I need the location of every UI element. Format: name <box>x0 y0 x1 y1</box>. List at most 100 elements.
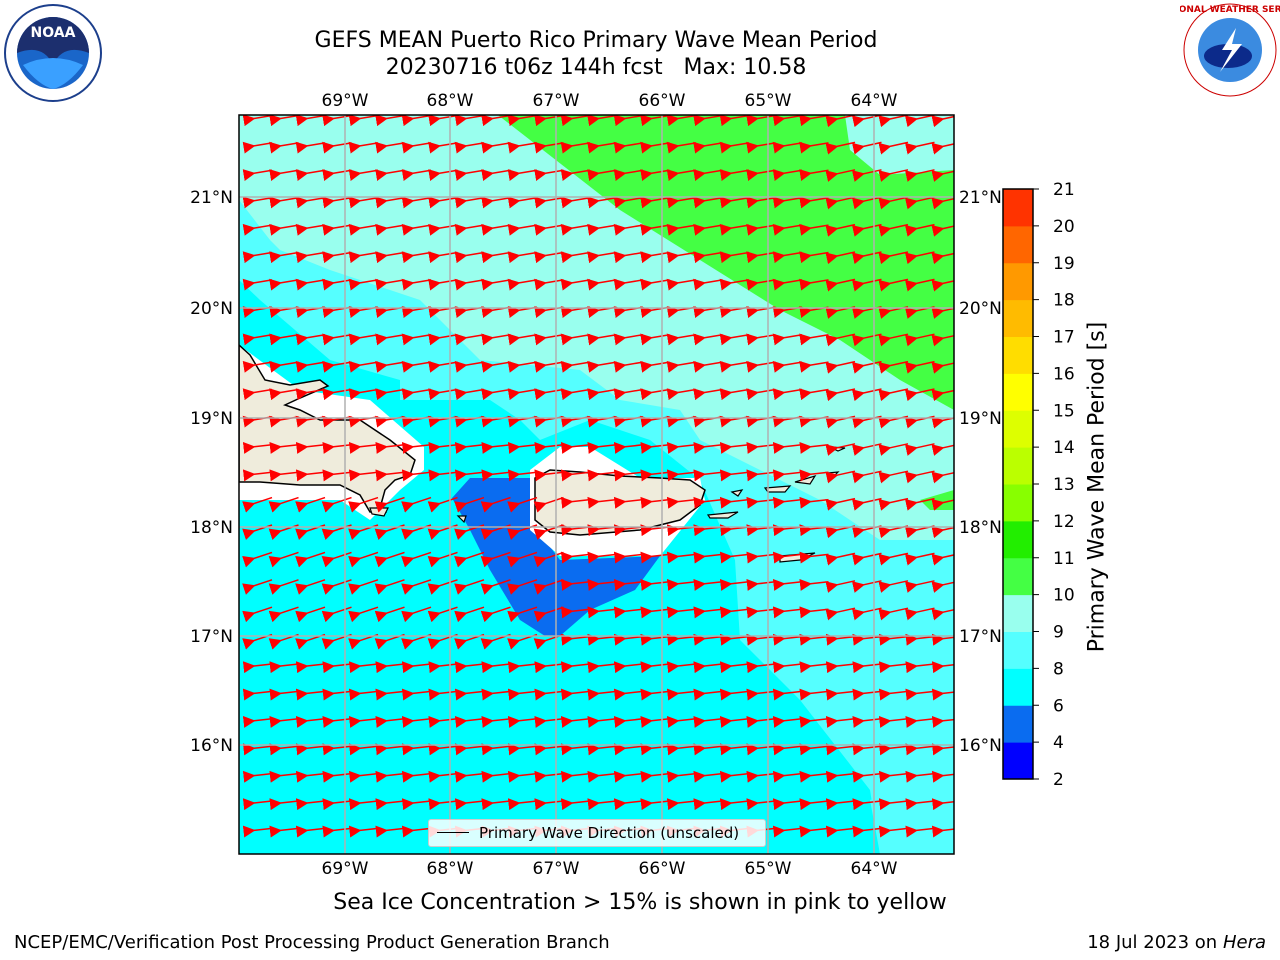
wave-arrow <box>242 579 273 595</box>
wave-arrow <box>719 441 750 454</box>
wave-arrow <box>242 524 273 541</box>
colorbar-segment <box>1003 520 1033 559</box>
wave-arrow <box>534 169 564 181</box>
wave-arrow <box>401 524 432 541</box>
wave-arrow <box>587 115 617 127</box>
wave-arrow <box>242 606 273 623</box>
wave-arrow <box>852 798 882 811</box>
lat-label: 18°N <box>959 518 1002 538</box>
wave-arrow <box>534 688 564 701</box>
wave-arrow <box>931 307 954 319</box>
wave-arrow <box>401 770 432 783</box>
wave-arrow <box>613 169 644 181</box>
wave-arrow <box>772 388 803 401</box>
wave-arrow <box>348 798 379 811</box>
wave-arrow <box>931 715 954 728</box>
wave-arrow <box>560 169 591 181</box>
wave-arrow <box>666 551 697 564</box>
wave-arrow <box>348 551 379 568</box>
wave-arrow <box>295 196 326 209</box>
wave-arrow <box>534 715 564 728</box>
wave-arrow <box>560 770 591 783</box>
wave-arrow <box>666 606 697 619</box>
wave-arrow <box>242 770 273 783</box>
wave-arrow <box>374 551 405 568</box>
chart-title: GEFS MEAN Puerto Rico Primary Wave Mean … <box>314 28 878 53</box>
lat-label: 16°N <box>190 736 233 756</box>
wave-arrow <box>454 469 485 482</box>
wave-arrow <box>560 251 591 264</box>
wave-arrow <box>772 770 803 783</box>
wave-arrow <box>507 196 538 209</box>
wave-arrow <box>878 825 909 838</box>
wave-arrow <box>295 469 326 482</box>
wave-arrow <box>295 278 326 291</box>
lon-label: 68°W <box>427 91 474 111</box>
wave-arrow <box>295 661 326 674</box>
wave-arrow <box>931 225 954 237</box>
wave-arrow <box>348 496 379 513</box>
wave-arrow <box>242 278 273 291</box>
wave-arrow <box>719 606 750 619</box>
wave-arrow <box>481 715 511 728</box>
wave-arrow <box>693 169 723 181</box>
colorbar-tick-label: 18 <box>1053 291 1075 311</box>
wave-arrow <box>560 388 591 401</box>
wave-arrow <box>507 333 538 346</box>
wave-arrow <box>931 798 954 811</box>
wave-arrow <box>534 770 564 783</box>
wave-arrow <box>719 469 750 482</box>
wave-arrow <box>401 661 432 674</box>
wave-arrow <box>613 551 644 564</box>
wave-arrow <box>295 115 326 127</box>
wave-arrow <box>799 715 829 728</box>
colorbar-tick-label: 12 <box>1053 512 1075 532</box>
wave-arrow <box>401 579 432 595</box>
wave-arrow <box>931 499 954 511</box>
wave-arrow <box>348 169 379 181</box>
lat-label: 18°N <box>190 518 233 538</box>
wave-arrow <box>613 715 644 728</box>
wave-arrow <box>693 770 723 783</box>
wave-arrow <box>613 196 644 209</box>
wave-arrow <box>375 223 405 236</box>
colorbar-segment <box>1003 225 1033 264</box>
wave-arrow <box>322 688 352 701</box>
wave-arrow <box>375 469 405 482</box>
wave-arrow <box>533 524 564 541</box>
wave-arrow <box>295 441 326 454</box>
colorbar-tick-label: 20 <box>1053 217 1075 237</box>
wave-arrow <box>480 606 511 623</box>
graticule <box>239 115 954 854</box>
wave-arrow <box>772 360 803 373</box>
wave-arrow <box>454 251 485 264</box>
wave-arrow <box>269 825 299 838</box>
wave-arrow <box>825 688 856 701</box>
wave-arrow <box>454 441 485 454</box>
wave-arrow <box>613 223 644 236</box>
wave-arrow <box>772 441 803 454</box>
colorbar-segment <box>1003 262 1033 301</box>
wave-arrow <box>348 661 379 674</box>
lat-label: 21°N <box>190 188 233 208</box>
wave-arrow <box>348 388 379 401</box>
wave-arrow <box>560 606 591 619</box>
map-legend: Primary Wave Direction (unscaled) <box>428 819 766 847</box>
wave-arrow <box>719 278 750 291</box>
wave-arrow <box>772 606 803 619</box>
wave-arrow <box>375 141 405 154</box>
colorbar-tick-label: 15 <box>1053 401 1075 421</box>
legend-label: Primary Wave Direction (unscaled) <box>479 824 740 842</box>
wave-arrow <box>931 115 954 128</box>
wave-arrow <box>719 115 750 127</box>
wave-arrow <box>799 798 829 811</box>
wave-arrow <box>719 196 750 209</box>
wave-arrow <box>454 141 485 154</box>
wave-arrow <box>693 551 723 564</box>
wave-arrow <box>560 223 591 236</box>
wave-arrow <box>746 633 776 646</box>
wave-arrow <box>560 743 591 756</box>
wave-arrow <box>295 169 326 181</box>
wave-arrow <box>693 333 723 346</box>
wave-arrow <box>666 169 697 181</box>
